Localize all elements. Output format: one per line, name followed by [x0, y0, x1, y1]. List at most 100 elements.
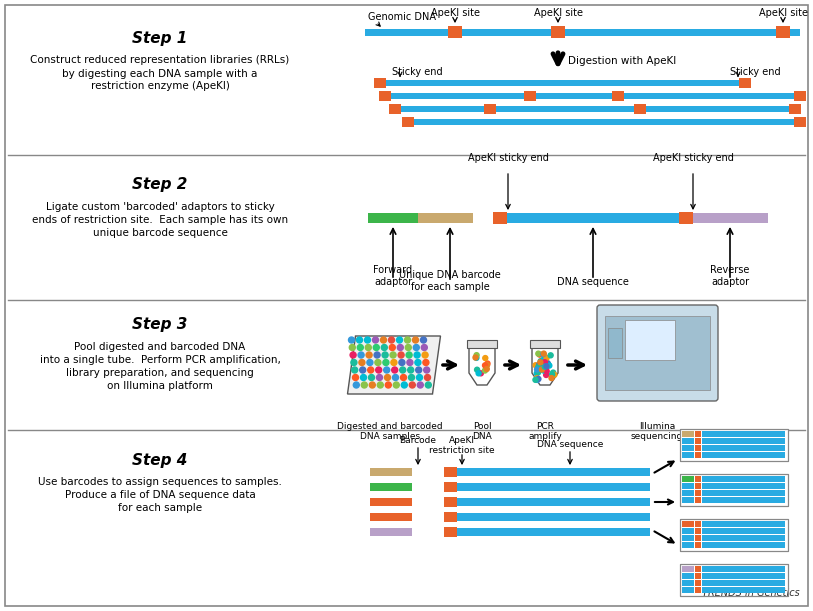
Text: Pool digested and barcoded DNA: Pool digested and barcoded DNA: [74, 342, 246, 352]
Bar: [457, 513, 650, 521]
Text: Construct reduced representation libraries (RRLs): Construct reduced representation librari…: [30, 55, 289, 65]
Bar: [457, 528, 650, 536]
Circle shape: [535, 367, 540, 372]
Circle shape: [376, 375, 382, 381]
Bar: [695, 521, 701, 527]
Text: by digesting each DNA sample with a: by digesting each DNA sample with a: [63, 69, 258, 79]
Circle shape: [350, 352, 356, 358]
Circle shape: [549, 376, 554, 381]
Circle shape: [412, 337, 419, 343]
Circle shape: [550, 370, 555, 375]
Text: Genomic DNA: Genomic DNA: [368, 12, 436, 22]
Circle shape: [406, 352, 412, 358]
Circle shape: [414, 352, 420, 358]
Bar: [702, 528, 785, 534]
Bar: [695, 580, 701, 586]
Circle shape: [546, 362, 550, 367]
Circle shape: [537, 362, 541, 367]
Circle shape: [354, 382, 359, 388]
Bar: [680, 564, 788, 596]
Circle shape: [359, 359, 365, 365]
Bar: [682, 497, 694, 503]
Text: Digestion with ApeKI: Digestion with ApeKI: [568, 56, 676, 66]
Bar: [682, 431, 694, 437]
Bar: [695, 431, 701, 437]
Circle shape: [475, 367, 480, 372]
Circle shape: [360, 375, 367, 381]
Circle shape: [377, 382, 383, 388]
Text: Pool
DNA: Pool DNA: [472, 422, 492, 441]
Text: on Illumina platform: on Illumina platform: [107, 381, 213, 391]
Circle shape: [349, 337, 354, 343]
Circle shape: [541, 356, 546, 361]
Circle shape: [421, 345, 428, 351]
Text: Digested and barcoded
DNA samples: Digested and barcoded DNA samples: [337, 422, 443, 441]
Circle shape: [476, 371, 481, 376]
Bar: [702, 445, 785, 451]
Bar: [448, 26, 462, 38]
Bar: [370, 483, 412, 491]
Circle shape: [401, 375, 406, 381]
Circle shape: [405, 337, 411, 343]
Bar: [739, 78, 751, 88]
Circle shape: [538, 360, 543, 365]
Circle shape: [533, 378, 538, 382]
Bar: [612, 91, 624, 101]
Bar: [365, 29, 800, 35]
Circle shape: [385, 382, 391, 388]
Circle shape: [393, 375, 398, 381]
Text: library preparation, and sequencing: library preparation, and sequencing: [66, 368, 254, 378]
Bar: [457, 483, 650, 491]
Circle shape: [407, 367, 414, 373]
Bar: [408, 119, 800, 125]
Text: Step 1: Step 1: [133, 31, 188, 45]
Bar: [695, 452, 701, 458]
Polygon shape: [469, 347, 495, 385]
Bar: [702, 587, 785, 593]
Text: ApeKI sticky end: ApeKI sticky end: [467, 153, 549, 163]
Bar: [457, 498, 650, 506]
Circle shape: [474, 356, 479, 360]
Circle shape: [398, 345, 403, 351]
Circle shape: [536, 376, 541, 381]
Circle shape: [541, 351, 546, 356]
Circle shape: [542, 360, 547, 365]
Text: ApeKI site: ApeKI site: [431, 8, 480, 18]
Bar: [702, 542, 785, 548]
Circle shape: [485, 361, 490, 366]
Text: Sticky end: Sticky end: [392, 67, 442, 77]
Circle shape: [417, 382, 424, 388]
Bar: [389, 104, 401, 114]
Bar: [695, 535, 701, 541]
Circle shape: [544, 373, 549, 378]
Bar: [794, 91, 806, 101]
Bar: [702, 483, 785, 489]
Circle shape: [367, 359, 373, 365]
Bar: [551, 26, 565, 38]
Circle shape: [425, 382, 432, 388]
Bar: [682, 438, 694, 444]
Text: Sticky end: Sticky end: [730, 67, 780, 77]
Circle shape: [367, 367, 374, 373]
Bar: [695, 542, 701, 548]
Bar: [444, 467, 457, 477]
Text: TRENDS in Genetics: TRENDS in Genetics: [702, 588, 800, 598]
Circle shape: [540, 367, 545, 372]
Circle shape: [352, 367, 358, 373]
Circle shape: [361, 382, 367, 388]
Bar: [682, 476, 694, 482]
Bar: [702, 497, 785, 503]
Circle shape: [380, 337, 386, 343]
Circle shape: [424, 367, 430, 373]
Bar: [370, 468, 412, 476]
Circle shape: [375, 359, 381, 365]
Circle shape: [372, 337, 379, 343]
Circle shape: [548, 353, 553, 358]
Circle shape: [381, 345, 387, 351]
Bar: [484, 104, 496, 114]
Circle shape: [390, 352, 396, 358]
Bar: [682, 566, 694, 572]
Circle shape: [366, 352, 372, 358]
FancyBboxPatch shape: [597, 305, 718, 401]
Circle shape: [538, 359, 543, 364]
